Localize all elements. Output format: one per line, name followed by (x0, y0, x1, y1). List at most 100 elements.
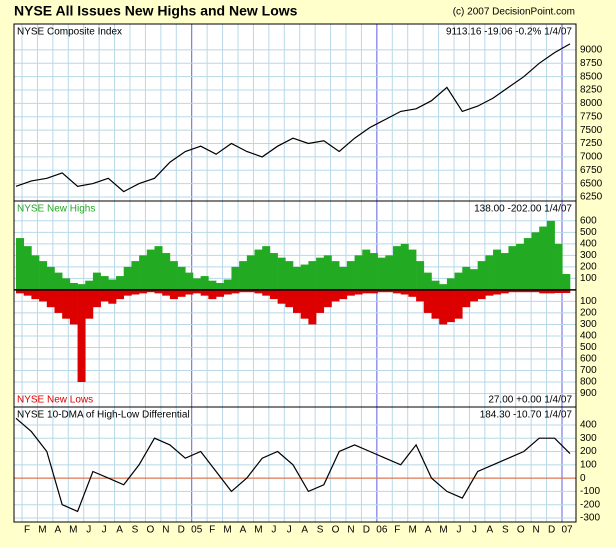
bar (508, 246, 517, 290)
bar (546, 220, 555, 290)
bar (254, 289, 263, 294)
data-line (15, 417, 571, 513)
bar (339, 266, 348, 290)
bar (216, 282, 225, 290)
x-tick-label: N (533, 525, 540, 536)
bar (469, 289, 478, 302)
x-tick-label: F (394, 525, 400, 536)
bar (246, 289, 255, 293)
x-tick-label: O (332, 525, 340, 536)
y-tick-label: 300 (580, 319, 597, 330)
x-tick-label: J (457, 525, 462, 536)
x-tick-label: N (347, 525, 354, 536)
x-tick-label: A (301, 525, 308, 536)
y-tick-label: -100 (580, 486, 600, 497)
bar (516, 243, 525, 290)
bar (85, 289, 94, 319)
bar (246, 255, 255, 290)
y-tick-label: 800 (580, 377, 597, 388)
bar (323, 255, 332, 290)
y-tick-label: 400 (580, 331, 597, 342)
bar (546, 289, 555, 294)
panel-title: NYSE 10-DMA of High-Low Differential (17, 410, 190, 421)
y-tick-label: 300 (580, 250, 597, 261)
bar (200, 276, 209, 290)
bar (77, 284, 86, 290)
bar (400, 243, 409, 290)
bar (354, 289, 363, 295)
bar (154, 289, 163, 294)
bar (54, 289, 63, 313)
bar (62, 278, 71, 290)
bar (269, 253, 278, 290)
y-tick-label: 8250 (580, 85, 603, 96)
bar (454, 289, 463, 319)
bar (277, 257, 286, 290)
x-tick-label: A (55, 525, 62, 536)
x-tick-label: J (102, 525, 107, 536)
bar (177, 289, 186, 297)
bar (431, 280, 440, 290)
x-tick-label: J (472, 525, 477, 536)
bar (46, 289, 55, 308)
bar (146, 249, 155, 290)
y-tick-label: 200 (580, 262, 597, 273)
bar (254, 249, 263, 290)
panel-subtitle: NYSE New Lows (17, 395, 93, 406)
bar (531, 232, 540, 290)
bar (485, 289, 494, 296)
data-line (15, 43, 571, 193)
y-tick-label: 500 (580, 342, 597, 353)
bar (123, 289, 132, 296)
y-tick-label: 6250 (580, 192, 603, 203)
bar (23, 246, 32, 290)
y-tick-label: -300 (580, 513, 600, 524)
bar (377, 257, 386, 290)
bar (116, 289, 125, 300)
y-tick-label: -200 (580, 499, 600, 510)
bar (562, 274, 571, 290)
bar (508, 289, 517, 293)
bar (339, 289, 348, 300)
bar (462, 266, 471, 290)
x-tick-label: F (209, 525, 215, 536)
panel-frame (13, 406, 577, 523)
panel-readout: 9113.16 -19.06 -0.2% 1/4/07 (446, 27, 572, 38)
x-tick-label: F (24, 525, 30, 536)
plots: F M A M J J A S O N D 05 F M A M J J A S O N D 06 F M A M J J A S O N D 076… (13, 23, 603, 536)
y-tick-label: 500 (580, 227, 597, 238)
bar (100, 276, 109, 290)
bar (192, 278, 201, 290)
bar (192, 289, 201, 294)
bar (469, 269, 478, 290)
y-tick-label: 7000 (580, 152, 603, 163)
x-tick-label: J (86, 525, 91, 536)
bar (346, 261, 355, 290)
bar (162, 253, 171, 290)
bar (500, 289, 509, 294)
bar (539, 289, 548, 294)
bar (416, 261, 425, 290)
bar (231, 266, 240, 290)
x-tick-label: D (548, 525, 555, 536)
bar (362, 289, 371, 294)
bar (316, 257, 325, 290)
panel-sub-readout: 27.00 +0.00 1/4/07 (488, 395, 572, 406)
bar (393, 289, 402, 294)
bar (39, 289, 48, 302)
y-tick-label: 900 (580, 388, 597, 399)
bar (293, 289, 301, 313)
bar (123, 266, 132, 290)
y-tick-label: 100 (580, 273, 597, 284)
bar (493, 249, 502, 290)
y-tick-label: 9000 (580, 45, 603, 56)
x-tick-label: J (271, 525, 276, 536)
bar (277, 289, 286, 304)
x-tick-label: 05 (191, 525, 203, 536)
bar (431, 289, 440, 319)
y-tick-label: 6500 (580, 178, 603, 189)
bar (377, 289, 386, 293)
x-tick-label: O (147, 525, 155, 536)
bar (493, 289, 502, 295)
